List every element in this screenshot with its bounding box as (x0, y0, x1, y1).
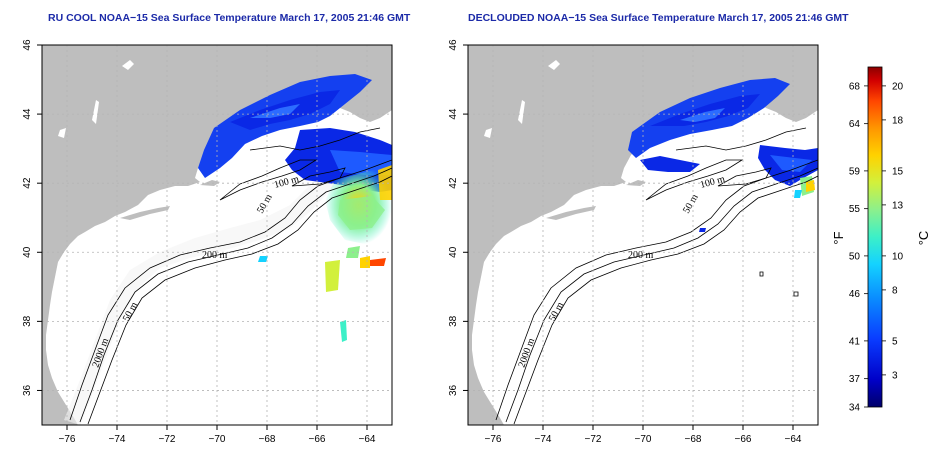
land-mass (468, 45, 818, 425)
right-panel-title: DECLOUDED NOAA−15 Sea Surface Temperatur… (468, 12, 849, 24)
sst-data-right (628, 78, 818, 232)
y-tick-label: 40 (22, 246, 33, 258)
colorbar-f-label: 41 (849, 336, 861, 347)
left-map-panel: 50 m 200 m 50 m 2000 m 100 m −76 −74 −72 −7… (22, 39, 393, 445)
svg-text:200 m: 200 m (628, 250, 654, 261)
x-tick-label: −66 (309, 434, 326, 445)
colorbar-f-label: 37 (849, 374, 861, 385)
svg-text:200 m: 200 m (202, 250, 228, 261)
colorbar-c-label: 10 (892, 251, 904, 262)
x-tick-label: −74 (109, 434, 126, 445)
y-tick-label: 46 (448, 39, 459, 51)
x-tick-label: −72 (159, 434, 176, 445)
y-tick-label: 40 (448, 246, 459, 258)
bathymetry-contours-left (69, 127, 392, 425)
x-tick-label: −76 (59, 434, 76, 445)
colorbar-c-label: 13 (892, 200, 904, 211)
colorbar-c-label: 20 (892, 81, 904, 92)
land-mass (42, 45, 392, 425)
y-tick-label: 38 (448, 315, 459, 327)
y-tick-label: 36 (448, 384, 459, 396)
x-tick-label: −68 (685, 434, 702, 445)
y-tick-label: 42 (448, 177, 459, 189)
colorbar: 68 64 59 55 50 46 41 37 34 20 18 15 13 10 8 5 3 °F °C (831, 66, 931, 414)
celsius-unit-label: °C (916, 231, 931, 246)
x-tick-label: −66 (735, 434, 752, 445)
x-tick-label: −72 (585, 434, 602, 445)
colorbar-c-label: 18 (892, 115, 904, 126)
fahrenheit-unit-label: °F (831, 231, 846, 244)
colorbar-celsius-ticks: 20 18 15 13 10 8 5 3 (882, 81, 904, 381)
y-tick-label: 44 (448, 108, 459, 120)
bathymetry-contours-right (495, 127, 818, 425)
x-tick-label: −70 (635, 434, 652, 445)
x-tick-label: −68 (259, 434, 276, 445)
right-axis-ticks: −76 −74 −72 −70 −68 −66 −64 36 38 40 42 44 46 (448, 39, 802, 445)
x-tick-label: −64 (359, 434, 376, 445)
right-map-panel: 50 m 200 m 50 m 2000 m 100 m −76 −74 −72 −7… (448, 39, 819, 445)
y-tick-label: 38 (22, 315, 33, 327)
y-tick-label: 36 (22, 384, 33, 396)
colorbar-f-label: 59 (849, 166, 861, 177)
y-tick-label: 46 (22, 39, 33, 51)
left-axis-ticks: −76 −74 −72 −70 −68 −66 −64 36 38 40 42 44 46 (22, 39, 376, 445)
right-grid (468, 44, 818, 425)
colorbar-gradient (867, 66, 883, 408)
x-tick-label: −74 (535, 434, 552, 445)
y-tick-label: 42 (22, 177, 33, 189)
colorbar-c-label: 3 (892, 370, 898, 381)
x-tick-label: −64 (785, 434, 802, 445)
y-tick-label: 44 (22, 108, 33, 120)
colorbar-f-label: 55 (849, 204, 861, 215)
colorbar-f-label: 34 (849, 403, 861, 414)
colorbar-c-label: 5 (892, 336, 898, 347)
x-tick-label: −70 (209, 434, 226, 445)
colorbar-c-label: 15 (892, 166, 904, 177)
colorbar-f-label: 46 (849, 289, 861, 300)
x-tick-label: −76 (485, 434, 502, 445)
nova-scotia (330, 68, 392, 122)
colorbar-fahrenheit-ticks: 68 64 59 55 50 46 41 37 34 (849, 81, 868, 414)
colorbar-f-label: 64 (849, 119, 861, 130)
colorbar-c-label: 8 (892, 285, 898, 296)
colorbar-f-label: 68 (849, 81, 861, 92)
left-panel-title: RU COOL NOAA−15 Sea Surface Temperature … (48, 12, 411, 24)
colorbar-f-label: 50 (849, 251, 861, 262)
